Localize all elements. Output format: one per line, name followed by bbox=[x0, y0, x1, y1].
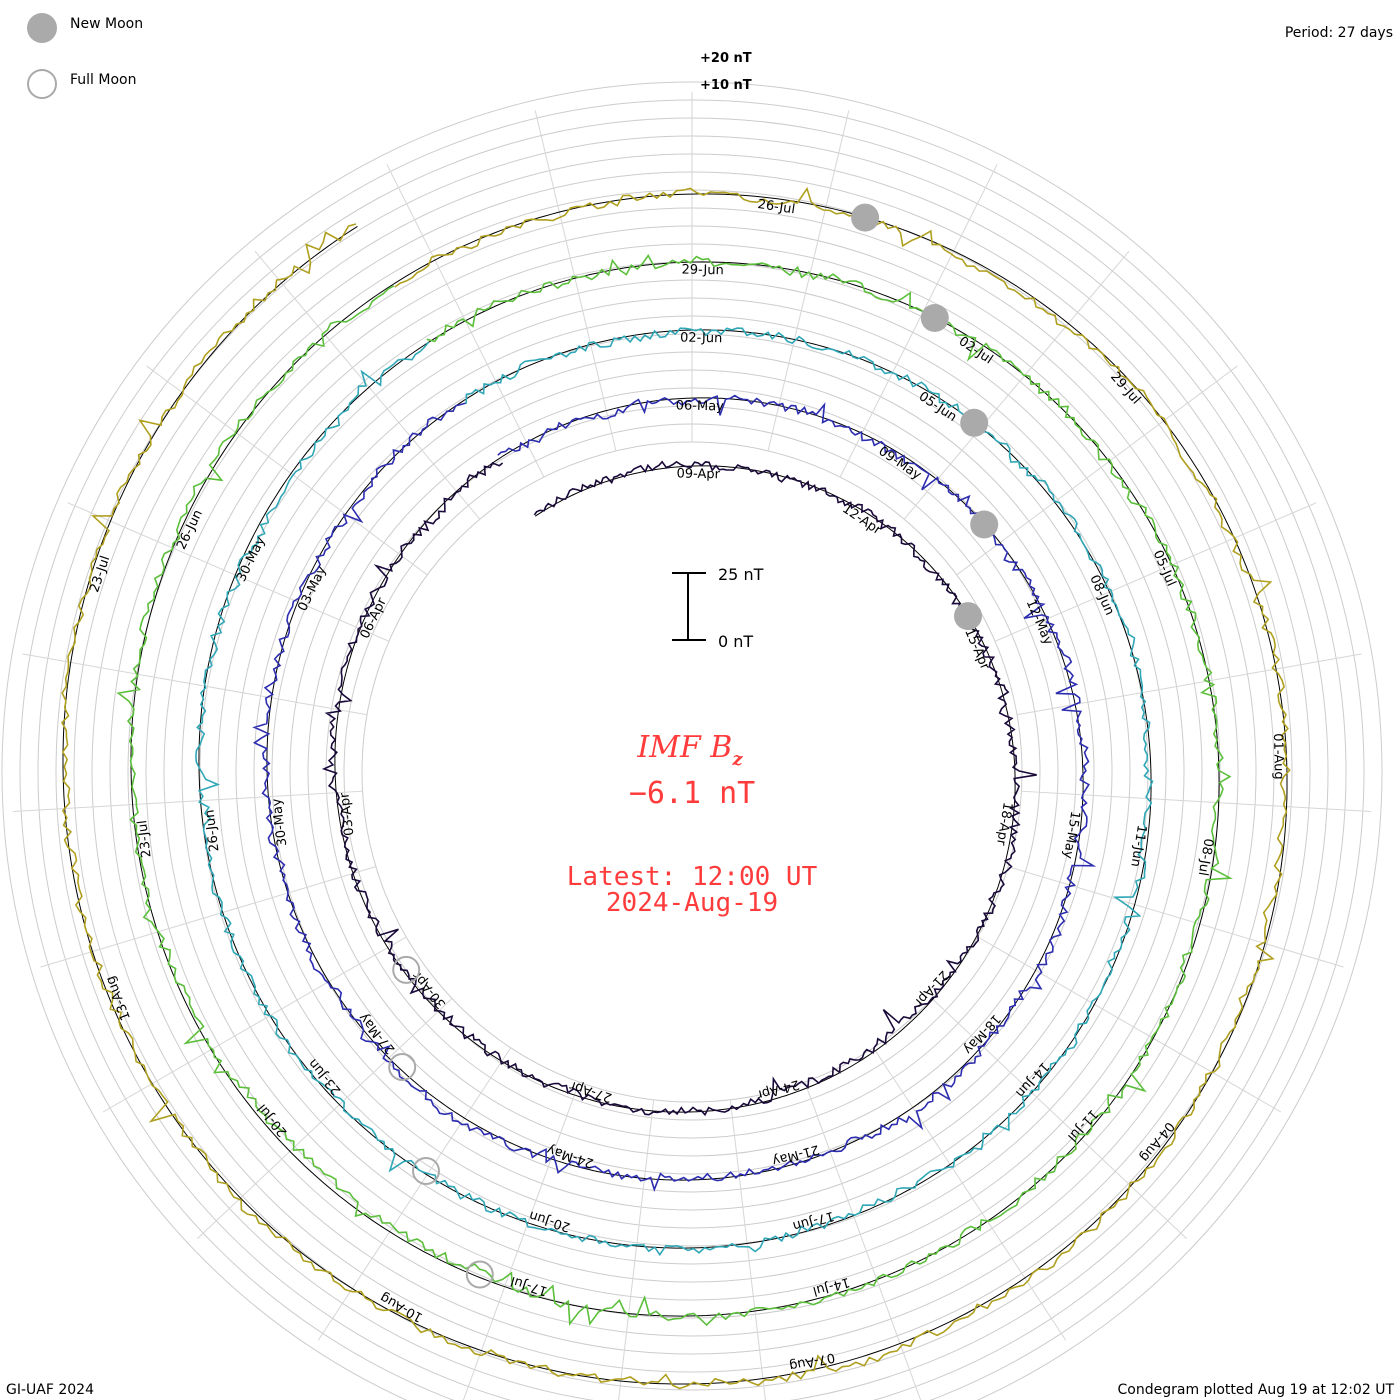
full-moon-marker bbox=[412, 1157, 440, 1185]
grid-spoke bbox=[1007, 866, 1344, 968]
scale-bar: 25 nT 0 nT bbox=[672, 565, 764, 651]
date-label: 12-May bbox=[1023, 597, 1056, 647]
trace-rotation-2 bbox=[252, 394, 1097, 1192]
grid-spoke bbox=[903, 250, 1130, 520]
grid-ring bbox=[307, 387, 1077, 1157]
full-moon-legend-icon bbox=[27, 69, 57, 99]
grid-spoke bbox=[13, 790, 363, 813]
date-label: 21-Apr bbox=[911, 967, 952, 1010]
scale-bar-bottom-label: 0 nT bbox=[718, 632, 753, 651]
date-label: 30-May bbox=[234, 534, 269, 584]
grid-spoke bbox=[1021, 790, 1371, 813]
grid-spoke bbox=[956, 365, 1238, 576]
grid-ring bbox=[1, 81, 1383, 1400]
date-label: 02-Jun bbox=[680, 330, 723, 346]
date-label: 15-Apr bbox=[961, 626, 992, 672]
new-moon-marker bbox=[954, 602, 982, 631]
full-moon-marker bbox=[392, 955, 421, 984]
grid-ring bbox=[235, 315, 1149, 1229]
radial-grid bbox=[1, 81, 1383, 1400]
spiral-baseline-3 bbox=[198, 329, 1152, 1249]
trace-rotation-5 bbox=[61, 186, 1291, 1390]
grid-spoke bbox=[767, 110, 850, 452]
period-label: Period: 27 days bbox=[1285, 25, 1393, 41]
moon-marker-layer bbox=[388, 203, 999, 1289]
grid-spoke bbox=[67, 502, 390, 642]
full-moon-marker bbox=[465, 1260, 494, 1289]
grid-spoke bbox=[977, 936, 1282, 1113]
date-label: 03-Apr bbox=[337, 791, 357, 837]
new-moon-label: New Moon bbox=[70, 16, 143, 32]
grid-spoke bbox=[534, 110, 617, 452]
grid-spoke bbox=[102, 936, 407, 1113]
date-label: 08-Jul bbox=[1195, 837, 1216, 877]
grid-spoke bbox=[872, 1047, 1067, 1341]
date-label: 29-Jun bbox=[681, 262, 724, 278]
date-label: 10-Aug bbox=[378, 1289, 426, 1324]
date-label: 15-May bbox=[1060, 810, 1083, 860]
full-moon-label: Full Moon bbox=[70, 72, 136, 88]
date-label: 26-Jun bbox=[202, 809, 222, 853]
date-label: 04-Aug bbox=[1136, 1119, 1177, 1165]
new-moon-legend-icon bbox=[27, 13, 57, 43]
scale-bar-top-label: 25 nT bbox=[718, 565, 764, 584]
date-label: 26-Jun bbox=[174, 507, 206, 552]
new-moon-marker bbox=[851, 203, 880, 232]
grid-spoke bbox=[197, 998, 453, 1240]
grid-spoke bbox=[931, 998, 1187, 1240]
new-moon-marker bbox=[970, 510, 999, 539]
footer-credit: GI-UAF 2024 bbox=[6, 1382, 94, 1398]
date-label: 26-Jul bbox=[757, 197, 796, 217]
date-label: 11-Jun bbox=[1127, 824, 1149, 868]
date-label: 18-Apr bbox=[993, 801, 1015, 847]
date-label: 23-Jul bbox=[135, 819, 154, 858]
date-label: 24-May bbox=[545, 1141, 596, 1170]
grid-ring bbox=[325, 405, 1059, 1139]
grid-spoke bbox=[462, 1081, 580, 1400]
center-current-value: −6.1 nT bbox=[629, 776, 755, 811]
center-quantity-title: IMF Bz bbox=[636, 730, 743, 770]
new-moon-marker bbox=[960, 408, 989, 437]
grid-spoke bbox=[22, 653, 368, 716]
trace-rotation-3 bbox=[195, 327, 1154, 1257]
outer-scale-label-20: +20 nT bbox=[700, 51, 752, 66]
center-latest-date: 2024-Aug-19 bbox=[606, 888, 778, 918]
grid-ring bbox=[343, 423, 1041, 1121]
grid-spoke bbox=[146, 365, 428, 576]
grid-spoke bbox=[254, 250, 481, 520]
center-latest-time: Latest: 12:00 UT bbox=[567, 862, 818, 892]
spiral-baseline-2 bbox=[266, 397, 1084, 1181]
date-label: 07-Aug bbox=[788, 1349, 836, 1373]
date-label: 09-May bbox=[876, 444, 925, 483]
date-label: 06-May bbox=[676, 398, 725, 414]
date-label: 27-Apr bbox=[567, 1077, 614, 1105]
date-label: 01-Aug bbox=[1270, 733, 1286, 780]
grid-spoke bbox=[317, 1047, 512, 1341]
date-label: 20-Jun bbox=[527, 1207, 572, 1234]
grid-spoke bbox=[729, 1099, 766, 1400]
outer-scale-label-10: +10 nT bbox=[700, 78, 752, 93]
grid-spoke bbox=[618, 1099, 655, 1400]
spiral-baseline-1 bbox=[334, 457, 1016, 1113]
full-moon-marker bbox=[388, 1053, 417, 1081]
grid-spoke bbox=[839, 164, 998, 478]
date-label: 09-Apr bbox=[676, 466, 720, 482]
footer-plot-time: Condegram plotted Aug 19 at 12:02 UT bbox=[1118, 1382, 1395, 1398]
trace-rotation-1 bbox=[321, 460, 1037, 1117]
new-moon-marker bbox=[920, 304, 949, 332]
grid-spoke bbox=[40, 866, 377, 968]
date-label: 05-Jul bbox=[1150, 548, 1179, 589]
grid-spoke bbox=[804, 1081, 922, 1400]
date-label: 06-Apr bbox=[358, 595, 391, 641]
grid-spoke bbox=[1016, 653, 1362, 716]
date-label: 30-May bbox=[270, 797, 291, 847]
